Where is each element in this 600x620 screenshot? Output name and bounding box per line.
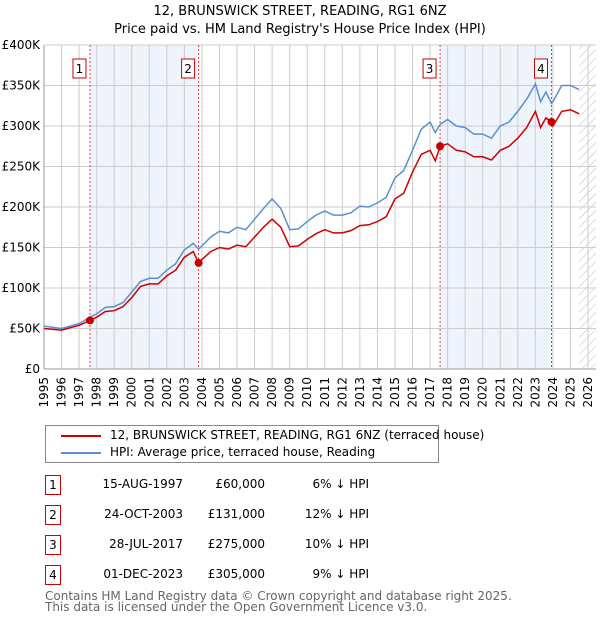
sale-price: £131,000 (207, 507, 265, 521)
x-tick-label: 2011 (318, 377, 332, 408)
x-tick-label: 2000 (125, 377, 139, 408)
sale-number-box (72, 58, 87, 79)
y-tick-label: £250K (2, 160, 42, 174)
chart-subtitle: Price paid vs. HM Land Registry's House … (114, 22, 486, 37)
sale-date: 24-OCT-2003 (104, 507, 183, 521)
x-tick-label: 2023 (528, 377, 542, 408)
sale-point (436, 142, 445, 151)
x-tick-label: 2006 (230, 377, 244, 408)
x-tick-label: 2021 (493, 377, 507, 408)
sale-price: £275,000 (207, 537, 265, 551)
x-tick-label: 2019 (458, 377, 472, 408)
sale-number-badge: 1 (45, 475, 61, 495)
sale-number-label: 1 (76, 62, 84, 76)
x-tick-label: 2005 (212, 377, 226, 408)
footer-licence: This data is licensed under the Open Gov… (45, 600, 428, 614)
y-tick-label: £400K (2, 38, 42, 52)
legend-label: HPI: Average price, terraced house, Read… (110, 445, 376, 459)
sale-number-badge: 4 (45, 565, 61, 585)
x-tick-label: 2026 (581, 377, 595, 408)
sale-number-box (422, 58, 437, 79)
x-tick-label: 1997 (72, 377, 86, 408)
sale-point (85, 316, 94, 325)
footer-copyright: Contains HM Land Registry data © Crown c… (45, 589, 512, 603)
sale-point (547, 117, 556, 126)
price-chart: 1995 1996 1997 1998 1999 2000 2001 2002 2003 2004… (2, 38, 596, 408)
y-tick-label: £150K (2, 241, 42, 255)
y-tick-label: £350K (2, 79, 42, 93)
sale-number-badge: 2 (45, 505, 61, 525)
chart-title: 12, BRUNSWICK STREET, READING, RG1 6NZ (153, 4, 447, 19)
sale-date: 28-JUL-2017 (109, 537, 183, 551)
x-tick-label: 2020 (476, 377, 490, 408)
series-line (43, 81, 580, 330)
x-tick-label: 2001 (142, 377, 156, 408)
x-tick-label: 2018 (441, 377, 455, 408)
x-tick-label: 2015 (388, 377, 402, 408)
sale-number-badge: 3 (45, 535, 61, 555)
sale-number-label: 2 (184, 62, 192, 76)
x-tick-label: 2004 (195, 377, 209, 408)
y-tick-label: £200K (2, 200, 42, 214)
x-tick-label: 1999 (107, 377, 121, 408)
x-tick-label: 2012 (335, 377, 349, 408)
hpi-diff: 12% ↓ HPI (304, 507, 369, 521)
x-tick-label: 2003 (177, 377, 191, 408)
sale-point (194, 258, 203, 267)
x-tick-label: 2016 (406, 377, 420, 408)
sale-number-box (181, 58, 196, 79)
x-tick-label: 1995 (37, 377, 51, 408)
legend-swatch-blue (61, 452, 101, 454)
x-tick-label: 1996 (55, 377, 69, 408)
hpi-diff: 9% ↓ HPI (312, 567, 369, 581)
x-tick-label: 2024 (546, 377, 560, 408)
sale-price: £60,000 (215, 477, 265, 491)
x-tick-label: 2022 (511, 377, 525, 408)
legend-label: 12, BRUNSWICK STREET, READING, RG1 6NZ (… (110, 428, 485, 442)
x-tick-label: 2025 (563, 377, 577, 408)
legend-swatch-red (61, 435, 101, 437)
hpi-diff: 6% ↓ HPI (312, 477, 369, 491)
hpi-diff: 10% ↓ HPI (304, 537, 369, 551)
x-tick-label: 2008 (265, 377, 279, 408)
y-tick-label: £0 (25, 362, 40, 376)
sale-number-label: 3 (426, 62, 434, 76)
x-tick-label: 2007 (248, 377, 262, 408)
sale-price: £305,000 (207, 567, 265, 581)
x-tick-label: 2002 (160, 377, 174, 408)
x-tick-label: 2013 (353, 377, 367, 408)
x-tick-label: 1998 (90, 377, 104, 408)
y-tick-label: £300K (2, 119, 42, 133)
y-tick-label: £50K (9, 322, 41, 336)
y-tick-label: £100K (2, 281, 42, 295)
x-tick-label: 2009 (283, 377, 297, 408)
sale-number-box (533, 58, 548, 79)
sale-date: 01-DEC-2023 (103, 567, 183, 581)
sale-number-label: 4 (537, 62, 545, 76)
sale-date: 15-AUG-1997 (102, 477, 184, 491)
x-tick-label: 2017 (423, 377, 437, 408)
legend: 12, BRUNSWICK STREET, READING, RG1 6NZ (… (45, 425, 484, 463)
x-tick-label: 2010 (300, 377, 314, 408)
series-line (43, 109, 580, 331)
x-tick-label: 2014 (370, 377, 384, 408)
